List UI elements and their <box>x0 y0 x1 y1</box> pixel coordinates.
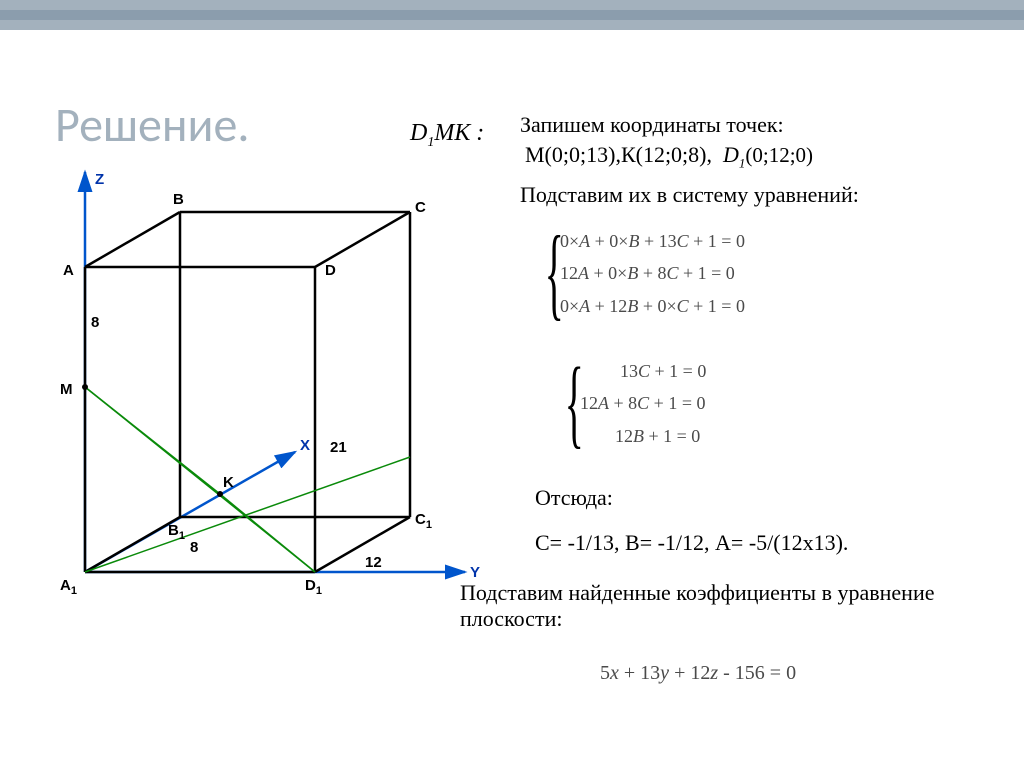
equation-system-2: { 13C + 1 = 0 12A + 8C + 1 = 0 12B + 1 =… <box>580 355 706 452</box>
eq-line: 12A + 0×B + 8C + 1 = 0 <box>560 257 745 289</box>
header-bar-inner <box>0 10 1024 20</box>
axis-y-label: Y <box>470 564 480 581</box>
coefficients-text: С= -1/13, В= -1/12, А= -5/(12х13). <box>535 530 848 556</box>
vertex-A1: A1 <box>60 577 77 597</box>
edge-label-8b: 8 <box>190 539 198 556</box>
eq-line: 0×A + 0×B + 13C + 1 = 0 <box>560 225 745 257</box>
vertex-A: A <box>63 262 74 279</box>
edge-label-8a: 8 <box>91 314 99 331</box>
vertex-D1: D1 <box>305 577 322 597</box>
vertex-D: D <box>325 262 336 279</box>
final-equation: 5x + 13y + 12z - 156 = 0 <box>600 662 796 685</box>
point-M: M <box>60 381 73 398</box>
edge-label-12: 12 <box>365 554 382 571</box>
plane-label: D1МК : <box>410 120 484 151</box>
cube-diagram: Z Y X A B C D A1 B1 C1 D1 M K 8 8 21 12 <box>55 162 505 597</box>
eq-line: 12A + 8C + 1 = 0 <box>580 387 706 419</box>
slide-title: Решение. <box>55 95 249 154</box>
eq-line: 13C + 1 = 0 <box>580 355 706 387</box>
vertex-B: B <box>173 191 184 208</box>
eq-line: 0×A + 12B + 0×C + 1 = 0 <box>560 290 745 322</box>
axis-x-label: X <box>300 437 310 454</box>
equation-system-1: { 0×A + 0×B + 13C + 1 = 0 12A + 0×B + 8C… <box>560 225 745 322</box>
edge-label-21: 21 <box>330 439 347 456</box>
axis-z-label: Z <box>95 171 104 188</box>
eq-line: 12B + 1 = 0 <box>580 420 706 452</box>
vertex-C1: C1 <box>415 511 432 531</box>
vertex-C: C <box>415 199 426 216</box>
coords-title: Запишем координаты точек: <box>520 112 784 138</box>
header-bar <box>0 0 1024 30</box>
point-K: K <box>223 474 234 491</box>
coords-values: М(0;0;13),К(12;0;8), D1(0;12;0) <box>525 142 813 171</box>
otsyuda-text: Отсюда: <box>535 485 613 511</box>
substitute2-text: Подставим найденные коэффициенты в уравн… <box>460 580 1000 632</box>
substitute-text: Подставим их в систему уравнений: <box>520 182 859 208</box>
